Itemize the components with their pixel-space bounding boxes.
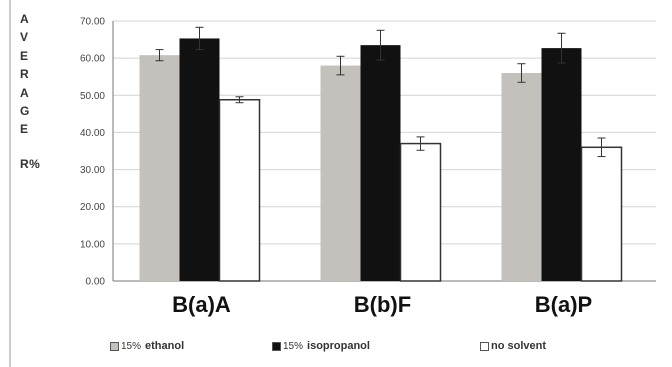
y-axis-letter: V (20, 30, 29, 45)
bar-isopropanol (179, 38, 220, 282)
legend-swatch-no-solvent (480, 341, 489, 351)
y-axis-title: A V E R A G E R% (20, 10, 40, 173)
y-tick-label: 0.00 (86, 277, 106, 288)
legend-label: ethanol (145, 340, 185, 352)
bar-no-solvent (580, 146, 623, 282)
legend-swatch-ethanol (110, 341, 119, 351)
y-tick-label: 30.00 (80, 165, 105, 176)
y-axis-unit: R% (20, 156, 41, 171)
legend-item-isopropanol: 15% isopropanol (272, 340, 370, 352)
bar-ethanol (320, 65, 361, 281)
legend: 15% ethanol 15% isopropanol no solvent (0, 340, 672, 360)
y-axis-letter: A (20, 12, 30, 26)
legend-prefix: 15% (283, 340, 304, 352)
y-tick-label: 20.00 (80, 202, 105, 213)
legend-label: no solvent (491, 340, 547, 352)
legend-prefix: 15% (121, 340, 142, 352)
legend-item-no-solvent: no solvent (480, 340, 546, 352)
bar-ethanol (501, 73, 542, 281)
bar-no-solvent (218, 98, 261, 282)
y-tick-label: 40.00 (80, 128, 105, 139)
x-category-label: B(b)F (354, 292, 411, 317)
bar-ethanol (139, 55, 180, 281)
y-axis-letter: E (20, 122, 29, 137)
y-tick-label: 70.00 (80, 17, 105, 28)
y-axis-letter: A (20, 85, 30, 100)
y-tick-label: 50.00 (80, 91, 105, 102)
bar-no-solvent (399, 142, 442, 282)
y-axis-letter: E (20, 48, 29, 63)
y-axis-letter: G (20, 104, 30, 119)
y-tick-label: 60.00 (80, 54, 105, 65)
bar-isopropanol (360, 45, 401, 282)
legend-swatch-isopropanol (272, 341, 281, 351)
bar-isopropanol (541, 48, 582, 281)
legend-item-ethanol: 15% ethanol (110, 340, 184, 352)
x-category-label: B(a)P (535, 292, 592, 317)
y-axis-letter: R (20, 67, 30, 82)
x-category-label: B(a)A (172, 292, 231, 317)
legend-label: isopropanol (307, 340, 370, 352)
y-tick-label: 10.00 (80, 239, 105, 250)
